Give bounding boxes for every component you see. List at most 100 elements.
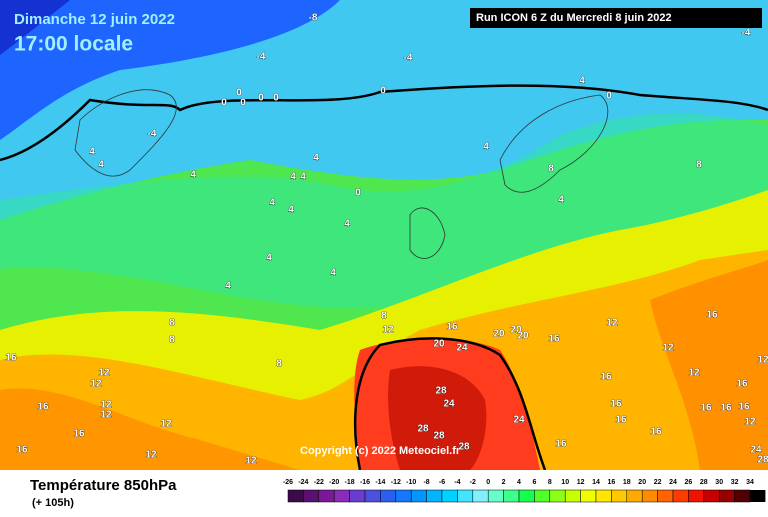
contour-label: 20 [510,325,522,336]
contour-label: 4 [558,195,564,206]
legend-tick-label: 4 [517,479,521,486]
contour-label: 12 [757,355,768,366]
legend-swatch [580,489,597,503]
contour-label: 16 [650,427,662,438]
contour-label: -8 [309,13,318,24]
legend-swatch [287,489,304,503]
legend-swatch [611,489,628,503]
contour-label: 4 [98,160,104,171]
legend-tick-label: 22 [654,479,662,486]
footer-subtitle: (+ 105h) [32,497,74,509]
legend-tick-label: 12 [577,479,585,486]
hot-zone [0,388,300,470]
contour-label: 16 [5,353,17,364]
contour-label: 16 [446,322,458,333]
legend-tick-label: -24 [298,479,308,486]
contour-label: 8 [169,335,175,346]
contour-label: 12 [744,417,756,428]
contour-label: 16 [700,403,712,414]
legend-swatch [657,489,674,503]
legend-tick-label: 30 [715,479,723,486]
legend-tick-label: -16 [360,479,370,486]
legend-swatch [318,489,335,503]
contour-label: 8 [169,318,175,329]
legend-tick-label: -10 [406,479,416,486]
contour-label: 28 [757,455,768,466]
legend-tick-label: -4 [454,479,460,486]
legend-swatch [380,489,397,503]
legend-swatch [595,489,612,503]
legend-swatch [564,489,581,503]
contour-label: 16 [706,310,718,321]
contour-label: 16 [555,439,567,450]
contour-label: 8 [696,160,702,171]
legend-swatch [703,489,720,503]
legend-tick-label: 18 [623,479,631,486]
contour-label: 16 [548,334,560,345]
contour-label: 16 [736,379,748,390]
contour-label: 4 [579,76,585,87]
legend-tick-label: 26 [685,479,693,486]
coldest-zone [0,0,70,55]
contour-label: 8 [548,164,554,175]
contour-label: 4 [344,219,350,230]
legend-tick-label: -12 [391,479,401,486]
legend-swatch [688,489,705,503]
legend-tick-label: 28 [700,479,708,486]
legend-tick-label: 32 [731,479,739,486]
contour-label: 12 [606,318,618,329]
contour-label: 0 [380,86,386,97]
legend-swatch [349,489,366,503]
contour-label: 8 [381,311,387,322]
legend-swatch [472,489,489,503]
legend-swatch [426,489,443,503]
coastline [74,89,609,259]
contour-label: 16 [615,415,627,426]
contour-label: 4 [89,147,95,158]
contour-label: 4 [288,205,294,216]
contour-label: 12 [245,456,257,467]
contour-label: 4 [313,153,319,164]
legend-tick-label: -6 [439,479,445,486]
contour-label: 0 [258,93,264,104]
legend-swatch [487,489,504,503]
contour-label: 16 [610,399,622,410]
date: Dimanche 12 juin 2022 [14,11,175,28]
contour-label: 12 [160,419,172,430]
legend-tick-label: -14 [375,479,385,486]
legend-tick-label: 14 [592,479,600,486]
legend-tick-label: 34 [746,479,754,486]
contour-label: 12 [100,410,112,421]
legend-tick-label: 10 [561,479,569,486]
legend-tick-label: 0 [486,479,490,486]
legend-tick-label: -20 [329,479,339,486]
contour-label: 4 [300,172,306,183]
contour-label: 8 [276,359,282,370]
legend-swatch [734,489,751,503]
very-cold-zone [0,0,340,140]
contour-label: 28 [433,431,445,442]
contour-label: 0 [606,91,612,102]
legend-tick-label: -2 [470,479,476,486]
run-info: Run ICON 6 Z du Mercredi 8 juin 2022 [476,12,672,24]
contour-label: 16 [738,402,750,413]
legend-tick-label: 6 [532,479,536,486]
legend-swatch [333,489,350,503]
legend-swatch [503,489,520,503]
contour-label: 12 [662,343,674,354]
legend-swatch [641,489,658,503]
legend-swatch [364,489,381,503]
copyright: Copyright (c) 2022 Meteociel.fr [300,445,461,457]
contour-label: 0 [355,188,361,199]
contour-label: 4 [269,198,275,209]
contour-label: 12 [98,368,110,379]
contour-label: 0 [236,88,242,99]
legend-swatch [534,489,551,503]
zero-contour [0,84,768,162]
contour-label: 24 [456,343,468,354]
legend-end [750,490,766,502]
contour-label: 12 [688,368,700,379]
